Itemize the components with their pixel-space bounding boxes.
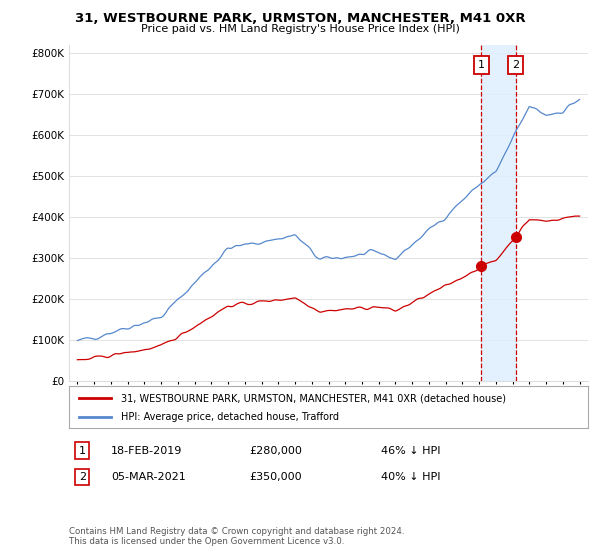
Text: 31, WESTBOURNE PARK, URMSTON, MANCHESTER, M41 0XR (detached house): 31, WESTBOURNE PARK, URMSTON, MANCHESTER… (121, 393, 506, 403)
Text: 2: 2 (512, 60, 519, 71)
Text: 18-FEB-2019: 18-FEB-2019 (111, 446, 182, 456)
Text: 46% ↓ HPI: 46% ↓ HPI (381, 446, 440, 456)
Text: HPI: Average price, detached house, Trafford: HPI: Average price, detached house, Traf… (121, 412, 339, 422)
Text: 1: 1 (478, 60, 485, 71)
Text: £280,000: £280,000 (249, 446, 302, 456)
Text: 40% ↓ HPI: 40% ↓ HPI (381, 472, 440, 482)
Text: 2: 2 (79, 472, 86, 482)
Text: £350,000: £350,000 (249, 472, 302, 482)
Bar (481, 45, 515, 381)
Text: 05-MAR-2021: 05-MAR-2021 (111, 472, 186, 482)
Text: Contains HM Land Registry data © Crown copyright and database right 2024.
This d: Contains HM Land Registry data © Crown c… (69, 526, 404, 546)
Text: 1: 1 (79, 446, 86, 456)
Text: Price paid vs. HM Land Registry's House Price Index (HPI): Price paid vs. HM Land Registry's House … (140, 24, 460, 34)
Text: 31, WESTBOURNE PARK, URMSTON, MANCHESTER, M41 0XR: 31, WESTBOURNE PARK, URMSTON, MANCHESTER… (74, 12, 526, 25)
